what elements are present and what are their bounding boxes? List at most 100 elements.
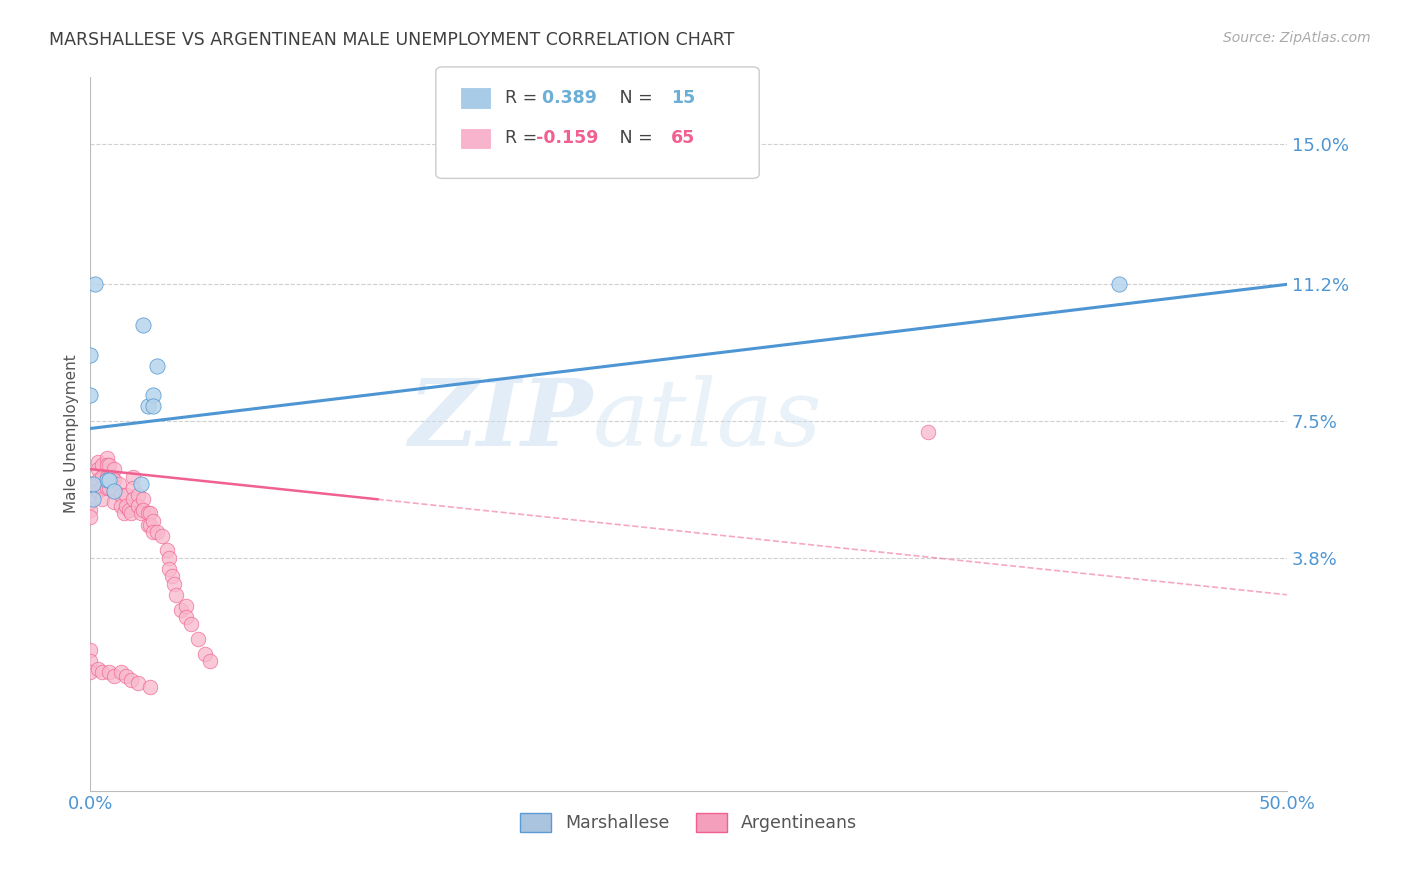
Point [146, 524, 169, 539]
Point [117, 502, 139, 516]
Point [127, 676, 149, 690]
Point [86, 462, 108, 476]
Point [136, 517, 159, 532]
Point [103, 462, 125, 476]
Point [108, 476, 131, 491]
Point [141, 514, 163, 528]
Text: atlas: atlas [593, 375, 823, 465]
Point [79, 495, 101, 509]
Point [110, 488, 132, 502]
Point [110, 665, 132, 680]
Text: 0.389: 0.389 [536, 89, 596, 107]
Point [79, 665, 101, 680]
Point [141, 524, 163, 539]
Point [110, 499, 132, 513]
Point [101, 469, 124, 483]
Point [174, 599, 197, 613]
Point [96, 473, 118, 487]
Point [120, 673, 142, 687]
Legend: Marshallese, Argentineans: Marshallese, Argentineans [513, 805, 863, 839]
Point [122, 469, 145, 483]
Point [141, 388, 163, 402]
Point [79, 502, 101, 516]
Text: N =: N = [603, 89, 658, 107]
Point [166, 588, 188, 602]
Point [129, 476, 152, 491]
Point [79, 491, 101, 506]
Y-axis label: Male Unemployment: Male Unemployment [65, 355, 79, 514]
Point [79, 484, 101, 499]
Point [112, 507, 135, 521]
Text: -0.159: -0.159 [536, 129, 598, 147]
Point [103, 473, 125, 487]
Point [139, 507, 162, 521]
Point [91, 458, 114, 473]
Point [86, 473, 108, 487]
Point [163, 576, 186, 591]
Point [91, 469, 114, 483]
Text: 65: 65 [671, 129, 695, 147]
Point [96, 450, 118, 465]
Point [136, 507, 159, 521]
Point [86, 662, 108, 676]
Point [98, 469, 121, 483]
Point [1108, 277, 1130, 292]
Point [103, 484, 125, 499]
Point [139, 517, 162, 532]
Point [86, 455, 108, 469]
Text: 15: 15 [671, 89, 695, 107]
Text: R =: R = [505, 89, 543, 107]
Point [91, 481, 114, 495]
Point [198, 654, 221, 668]
Point [127, 499, 149, 513]
Point [103, 669, 125, 683]
Point [174, 610, 197, 624]
Point [157, 550, 180, 565]
Point [115, 488, 138, 502]
Point [79, 476, 101, 491]
Point [98, 481, 121, 495]
Point [91, 491, 114, 506]
Point [96, 481, 118, 495]
Point [79, 476, 101, 491]
Point [79, 654, 101, 668]
Point [98, 665, 121, 680]
Point [115, 669, 138, 683]
Point [79, 510, 101, 524]
Point [170, 602, 193, 616]
Text: ZIP: ZIP [409, 375, 593, 465]
Point [132, 502, 155, 516]
Point [82, 491, 104, 506]
Point [180, 617, 202, 632]
Point [122, 481, 145, 495]
Point [160, 569, 183, 583]
Point [79, 388, 101, 402]
Text: N =: N = [603, 129, 658, 147]
Point [91, 665, 114, 680]
Point [86, 484, 108, 499]
Point [115, 499, 138, 513]
Point [157, 562, 180, 576]
Text: MARSHALLESE VS ARGENTINEAN MALE UNEMPLOYMENT CORRELATION CHART: MARSHALLESE VS ARGENTINEAN MALE UNEMPLOY… [49, 31, 734, 49]
Point [84, 277, 107, 292]
Point [98, 473, 121, 487]
Point [132, 491, 155, 506]
Point [150, 528, 173, 542]
Point [96, 469, 118, 483]
Point [120, 507, 142, 521]
Point [917, 425, 939, 439]
Point [82, 476, 104, 491]
Text: Source: ZipAtlas.com: Source: ZipAtlas.com [1223, 31, 1371, 45]
Point [79, 643, 101, 657]
Point [156, 543, 179, 558]
Point [146, 359, 169, 373]
Text: R =: R = [505, 129, 543, 147]
Point [127, 488, 149, 502]
Point [103, 495, 125, 509]
Point [122, 491, 145, 506]
Point [141, 399, 163, 413]
Point [103, 484, 125, 499]
Point [132, 318, 155, 332]
Point [187, 632, 209, 646]
Point [129, 507, 152, 521]
